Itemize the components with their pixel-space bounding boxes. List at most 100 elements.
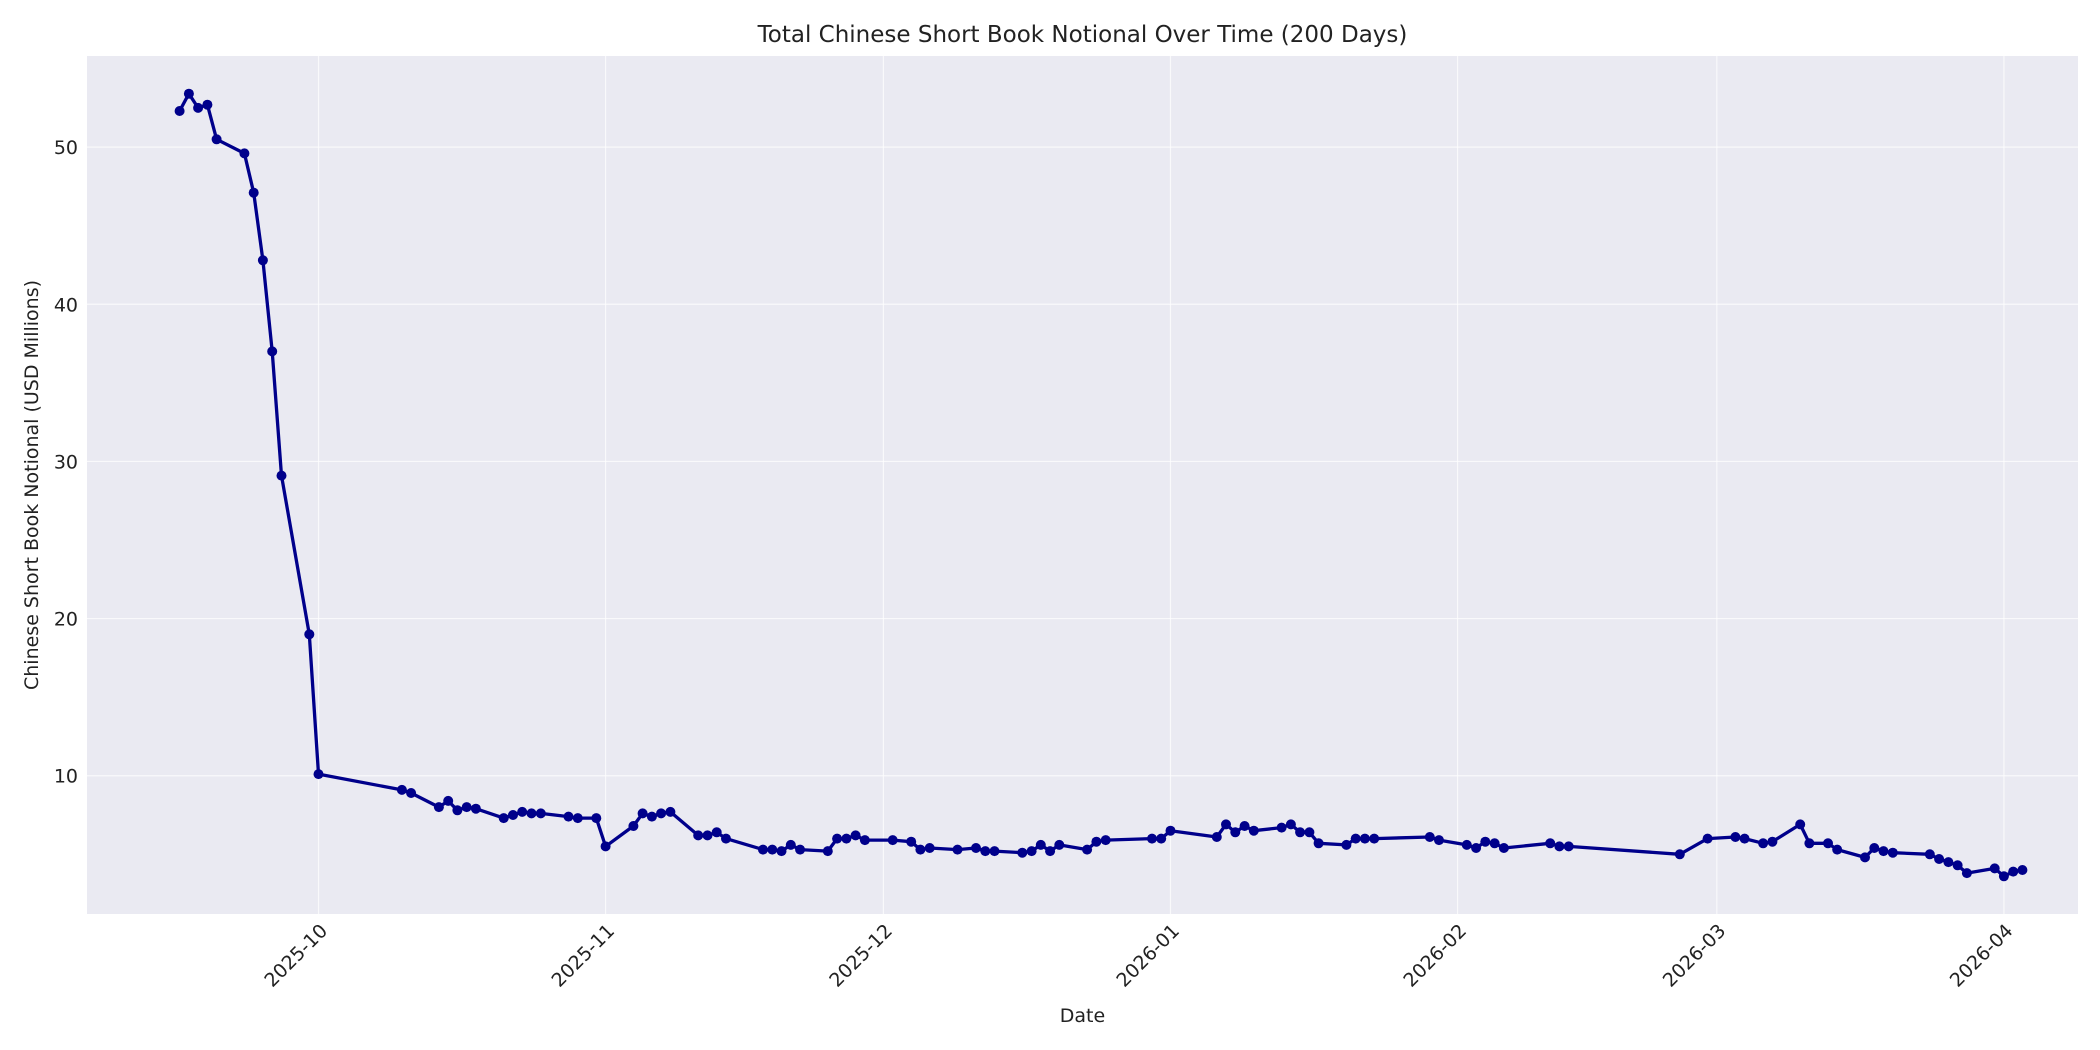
x-axis-ticks: 2025-10 2025-11 2025-12 2026-01 2026-02 2026-… xyxy=(260,920,2017,992)
data-point xyxy=(1989,863,2000,874)
data-point xyxy=(702,830,713,841)
data-point xyxy=(1471,843,1482,853)
data-point xyxy=(535,808,546,819)
data-point xyxy=(267,346,278,357)
y-axis-ticks: 10 20 30 40 50 xyxy=(54,137,78,788)
x-tick-label: 2025-12 xyxy=(825,920,897,992)
x-tick-label: 2026-01 xyxy=(1112,920,1184,992)
data-point xyxy=(1239,821,1250,831)
y-tick-label: 40 xyxy=(54,294,78,316)
data-point xyxy=(1943,857,1954,868)
data-point xyxy=(433,802,444,813)
data-point xyxy=(785,839,796,850)
data-point xyxy=(1035,839,1046,850)
data-point xyxy=(600,841,611,852)
x-tick-label: 2026-04 xyxy=(1946,920,2018,992)
series-markers xyxy=(174,88,2028,882)
data-point xyxy=(1869,843,1880,853)
data-point xyxy=(980,846,991,857)
data-point xyxy=(1878,846,1889,857)
data-point xyxy=(637,808,648,819)
data-point xyxy=(1147,833,1157,844)
data-point xyxy=(1924,849,1935,860)
data-point xyxy=(183,88,194,99)
x-axis-label: Date xyxy=(1060,1005,1105,1027)
data-point xyxy=(971,843,981,853)
x-tick-label: 2025-11 xyxy=(547,920,619,992)
data-point xyxy=(693,830,704,841)
data-point xyxy=(1674,849,1685,860)
data-point xyxy=(767,844,778,855)
data-point xyxy=(1758,838,1769,849)
data-point xyxy=(1156,833,1167,844)
data-point xyxy=(1730,832,1741,842)
data-point xyxy=(443,795,454,806)
data-point xyxy=(174,106,185,116)
data-point xyxy=(1017,847,1028,858)
data-point xyxy=(1221,819,1231,830)
data-point xyxy=(1767,836,1778,847)
y-tick-label: 50 xyxy=(54,137,78,159)
y-tick-label: 10 xyxy=(54,766,78,788)
data-point xyxy=(406,788,417,798)
data-point xyxy=(526,808,537,819)
data-point xyxy=(1369,833,1380,844)
data-point xyxy=(517,806,528,817)
data-point xyxy=(563,811,574,822)
y-tick-label: 20 xyxy=(54,609,78,631)
data-point xyxy=(1832,844,1843,855)
data-point xyxy=(508,810,518,820)
data-point xyxy=(1804,838,1815,849)
data-point xyxy=(470,803,481,814)
data-point xyxy=(628,821,639,831)
data-point xyxy=(832,833,843,844)
data-point xyxy=(656,808,667,819)
data-point xyxy=(1702,833,1713,844)
data-point xyxy=(859,835,870,846)
plot-area xyxy=(87,56,2078,914)
data-point xyxy=(1295,827,1306,838)
data-point xyxy=(822,846,833,857)
data-point xyxy=(276,470,287,481)
data-point xyxy=(776,846,787,857)
data-point xyxy=(1823,838,1833,849)
data-point xyxy=(1952,860,1963,871)
x-tick-label: 2025-10 xyxy=(260,920,332,992)
data-point xyxy=(396,784,407,795)
data-point xyxy=(1434,835,1444,846)
data-point xyxy=(1026,846,1037,857)
data-point xyxy=(1054,839,1065,850)
data-point xyxy=(1350,833,1361,844)
data-point xyxy=(1934,854,1945,864)
data-point xyxy=(591,813,602,824)
x-tick-label: 2026-03 xyxy=(1659,920,1731,992)
data-point xyxy=(1461,839,1472,850)
data-point xyxy=(202,99,213,110)
data-point xyxy=(952,844,963,855)
data-point xyxy=(711,827,722,838)
data-point xyxy=(1045,846,1056,857)
data-point xyxy=(1480,836,1491,847)
data-point xyxy=(1100,835,1111,846)
x-tick-label: 2026-02 xyxy=(1399,920,1471,992)
data-point xyxy=(1359,833,1370,844)
data-point xyxy=(1082,844,1093,855)
chart-title: Total Chinese Short Book Notional Over T… xyxy=(757,22,1408,48)
data-point xyxy=(758,844,768,855)
data-point xyxy=(841,833,852,844)
data-point xyxy=(989,846,1000,857)
data-point xyxy=(1091,836,1102,847)
data-point xyxy=(193,102,204,113)
data-point xyxy=(665,806,676,817)
data-point xyxy=(1998,871,2009,882)
data-point xyxy=(304,629,315,640)
data-point xyxy=(850,830,861,841)
data-point xyxy=(1230,827,1241,838)
y-tick-label: 30 xyxy=(54,451,78,473)
data-point xyxy=(1276,822,1287,833)
data-point xyxy=(461,802,472,813)
data-point xyxy=(924,843,935,853)
data-point xyxy=(1248,825,1259,836)
data-point xyxy=(721,833,731,844)
